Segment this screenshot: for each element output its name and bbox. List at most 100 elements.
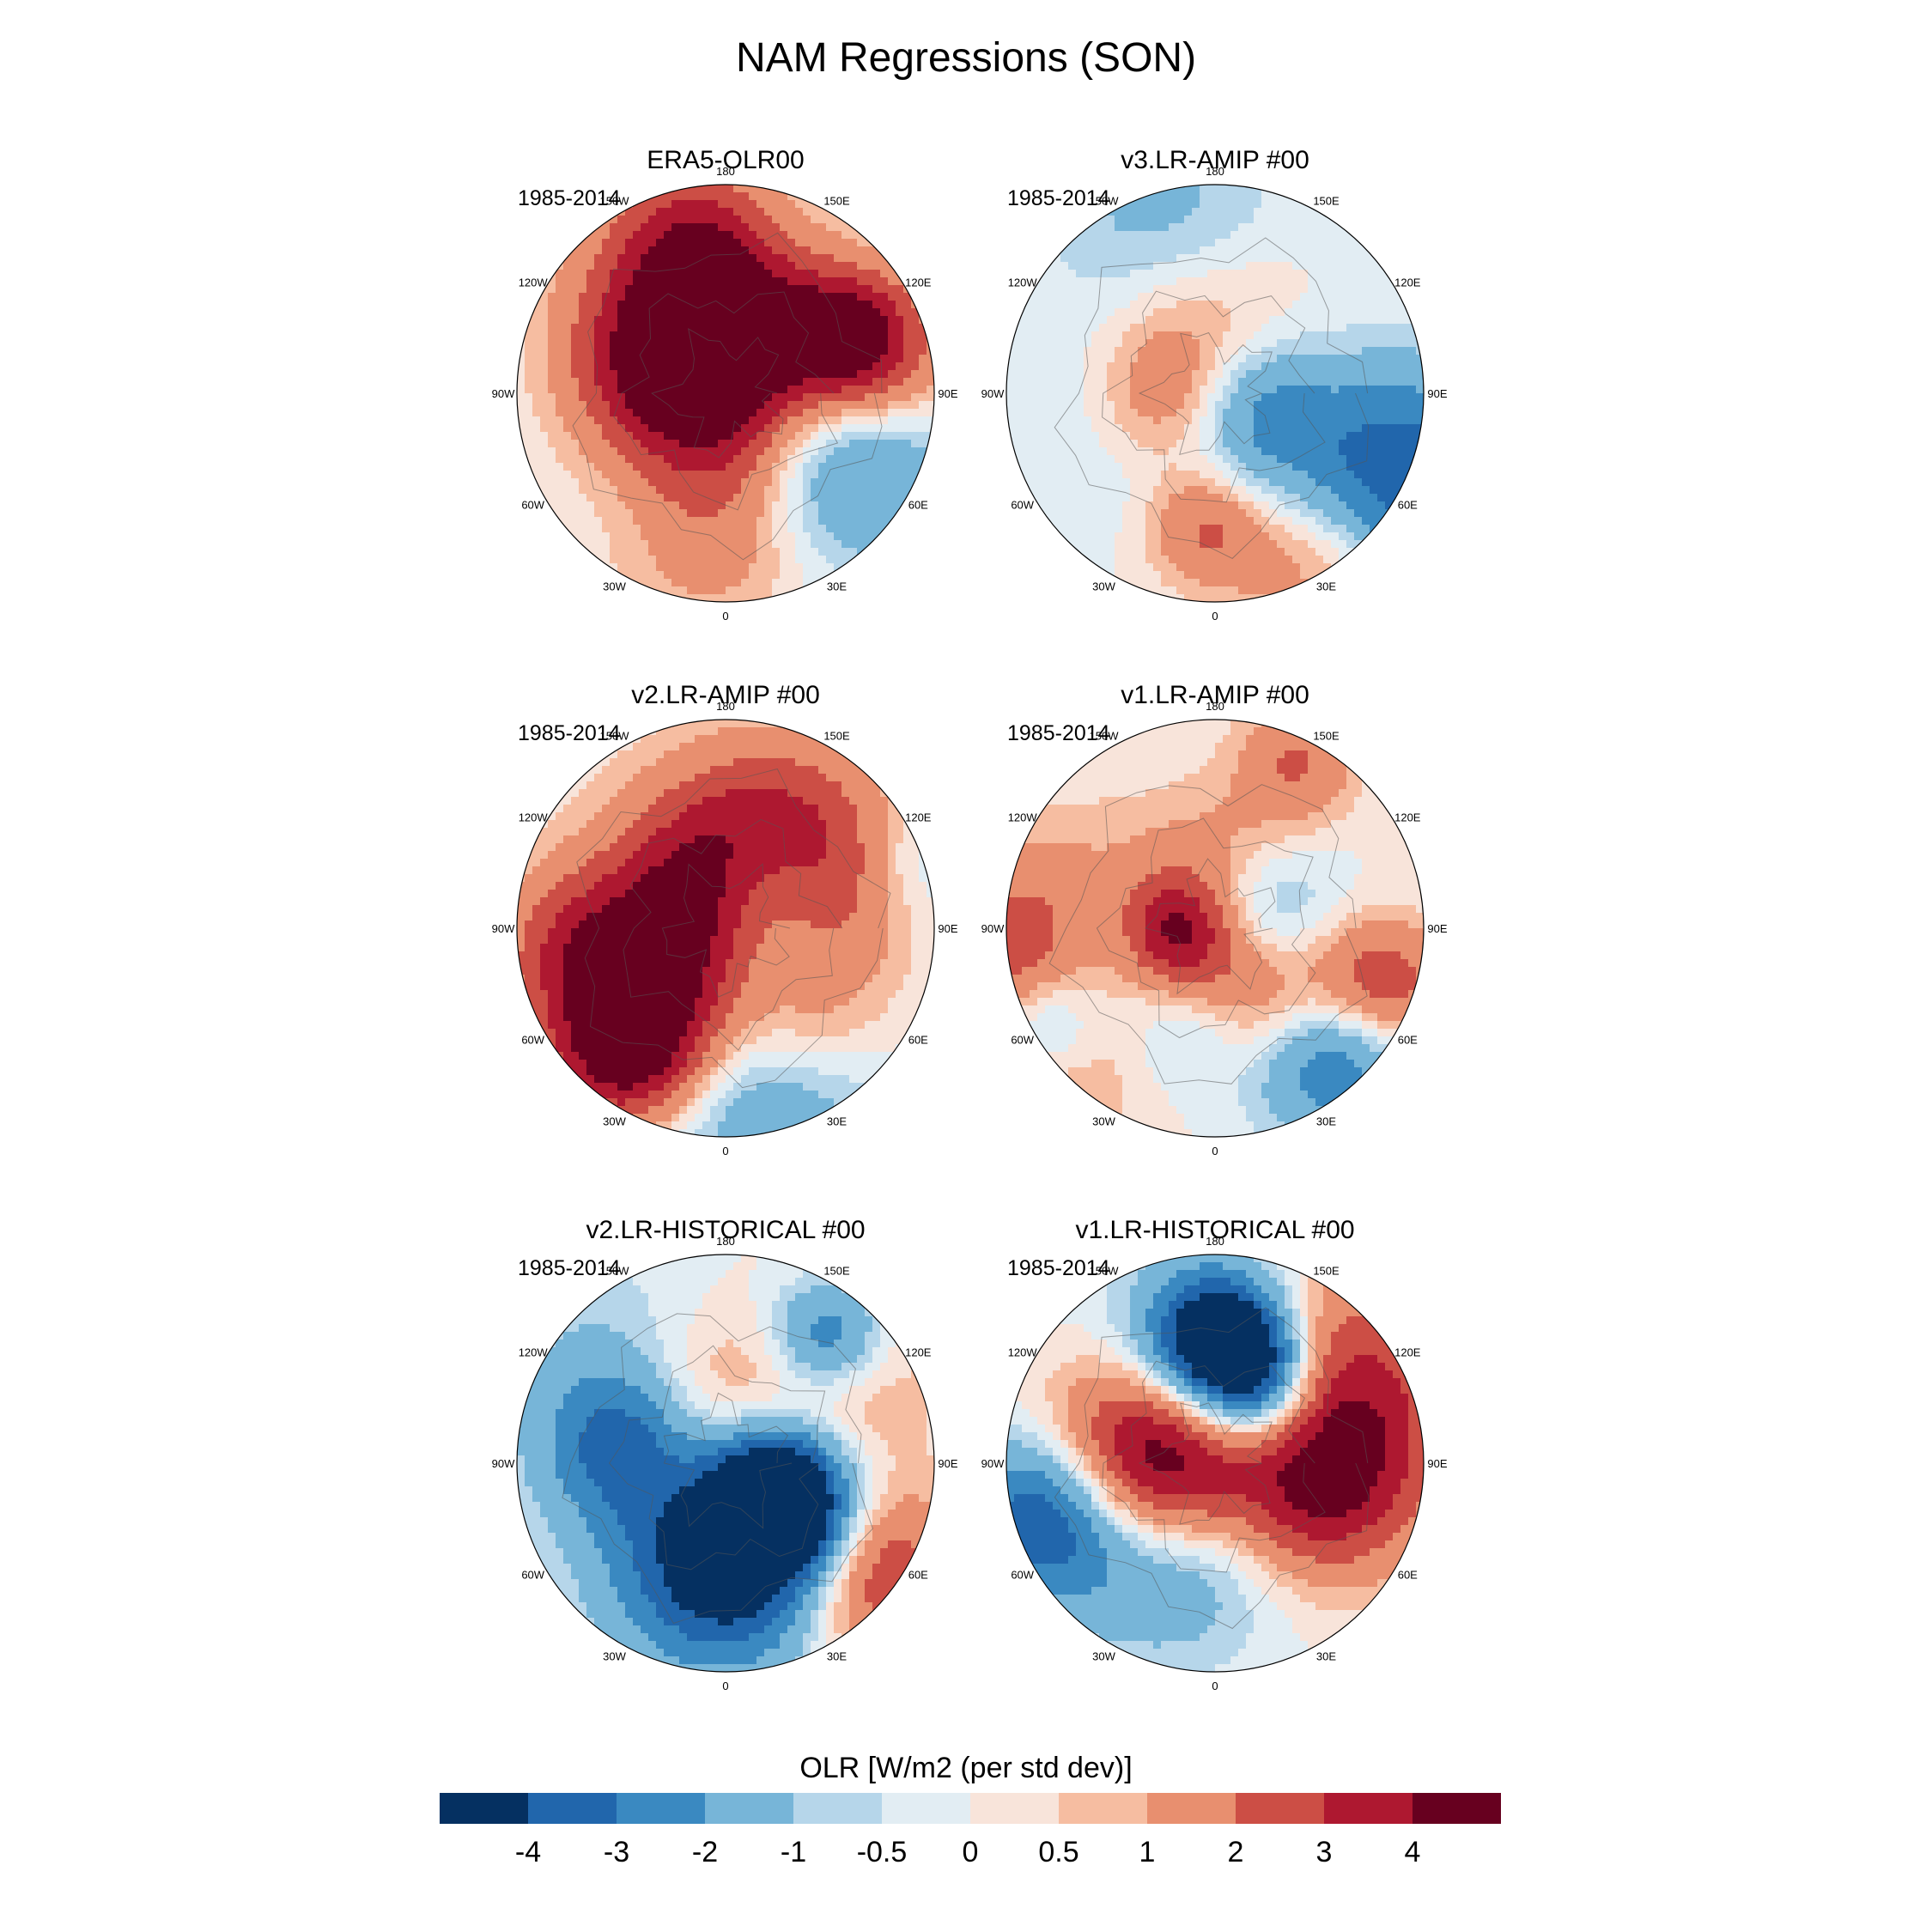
- longitude-label: 60W: [1011, 499, 1034, 512]
- longitude-label: 60W: [1011, 1034, 1034, 1047]
- longitude-label: 180: [1206, 165, 1224, 178]
- longitude-label: 30E: [827, 580, 847, 592]
- colorbar-tick-label: 1: [1139, 1836, 1156, 1868]
- coastline: [1054, 237, 1370, 560]
- longitude-label: 30W: [1092, 1115, 1115, 1127]
- longitude-label: 30E: [827, 1115, 847, 1127]
- colorbar: [440, 1793, 1501, 1824]
- colorbar-swatch: [705, 1793, 794, 1824]
- longitude-label: 90W: [981, 922, 1005, 935]
- longitude-label: 60E: [908, 1569, 928, 1582]
- figure-title: NAM Regressions (SON): [735, 35, 1197, 81]
- colorbar-tick-label: -1: [780, 1836, 807, 1868]
- longitude-label: 90E: [938, 387, 957, 400]
- longitude-label: 120E: [905, 1346, 932, 1359]
- longitude-label: 90E: [1427, 1457, 1447, 1470]
- longitude-label: 30E: [1316, 1115, 1336, 1127]
- longitude-label: 150W: [1090, 730, 1120, 743]
- longitude-label: 150W: [600, 730, 630, 743]
- map-boundary: [516, 719, 935, 1138]
- coastline: [572, 232, 883, 561]
- longitude-label: 120E: [1394, 1346, 1421, 1359]
- longitude-label: 30W: [1092, 580, 1115, 592]
- longitude-label: 60W: [521, 1569, 544, 1582]
- longitude-label: 90W: [492, 387, 515, 400]
- longitude-label: 90E: [938, 922, 957, 935]
- colorbar-swatch: [440, 1793, 529, 1824]
- polar-map: 180 150E 120E 90E 60E 30E 0 30W 60W 90W 120W 150W: [492, 165, 958, 623]
- map-boundary: [1005, 184, 1425, 603]
- polar-map: 180 150E 120E 90E 60E 30E 0 30W 60W 90W 120W 150W: [981, 1235, 1448, 1692]
- map-panel-era5: ERA5-OLR00 1985-2014 180 150E 120E 90E 60E 30…: [485, 142, 966, 623]
- longitude-label: 0: [722, 1680, 728, 1692]
- longitude-label: 150E: [1313, 195, 1340, 208]
- longitude-label: 180: [1206, 1235, 1224, 1248]
- polar-map: 180 150E 120E 90E 60E 30E 0 30W 60W 90W 120W 150W: [492, 700, 958, 1157]
- longitude-label: 180: [1206, 700, 1224, 713]
- longitude-label: 150W: [600, 195, 630, 208]
- colorbar-swatch: [1413, 1793, 1501, 1824]
- longitude-label: 0: [1212, 610, 1218, 623]
- colorbar-tick-label: 3: [1315, 1836, 1333, 1868]
- period-label: 1985-2014: [518, 186, 621, 210]
- map-panel-v2-historical: v2.LR-HISTORICAL #00 1985-2014 180 150E 12…: [485, 1212, 966, 1692]
- colorbar-tick-label: -3: [603, 1836, 630, 1868]
- longitude-label: 180: [716, 700, 735, 713]
- panel-title: v1.LR-HISTORICAL #00: [1075, 1216, 1355, 1244]
- polar-map: 180 150E 120E 90E 60E 30E 0 30W 60W 90W 120W 150W: [492, 1235, 958, 1692]
- polar-map: 180 150E 120E 90E 60E 30E 0 30W 60W 90W 120W 150W: [981, 700, 1448, 1157]
- colorbar-swatch: [528, 1793, 617, 1824]
- longitude-label: 150E: [823, 730, 850, 743]
- colorbar-swatch: [1324, 1793, 1413, 1824]
- longitude-label: 90W: [492, 922, 515, 935]
- panel-title: v3.LR-AMIP #00: [1121, 146, 1309, 174]
- longitude-label: 150W: [1090, 1265, 1120, 1278]
- colorbar-swatch: [793, 1793, 883, 1824]
- panel-title: ERA5-OLR00: [647, 146, 805, 174]
- map-boundary: [1005, 719, 1425, 1138]
- longitude-label: 150E: [1313, 730, 1340, 743]
- longitude-label: 120W: [519, 811, 549, 824]
- longitude-label: 120W: [1008, 1346, 1038, 1359]
- longitude-label: 0: [1212, 1145, 1218, 1157]
- colorbar-swatch: [1059, 1793, 1148, 1824]
- longitude-label: 0: [1212, 1680, 1218, 1692]
- longitude-label: 120E: [1394, 276, 1421, 289]
- longitude-label: 90W: [981, 387, 1005, 400]
- colorbar-tick-label: -2: [691, 1836, 719, 1868]
- map-boundary: [1005, 1254, 1425, 1673]
- period-label: 1985-2014: [1007, 1256, 1110, 1280]
- longitude-label: 150E: [1313, 1265, 1340, 1278]
- longitude-label: 120E: [1394, 811, 1421, 824]
- map-panel-v1-amip: v1.LR-AMIP #00 1985-2014 180 150E 120E 90E 6…: [975, 677, 1455, 1157]
- longitude-label: 60W: [521, 1034, 544, 1047]
- coastline: [1048, 784, 1368, 1084]
- colorbar-tick-label: -0.5: [856, 1836, 908, 1868]
- colorbar-tick-label: -4: [514, 1836, 542, 1868]
- colorbar-swatch: [617, 1793, 706, 1824]
- map-boundary: [516, 184, 935, 603]
- longitude-label: 120E: [905, 276, 932, 289]
- longitude-label: 30E: [1316, 1649, 1336, 1662]
- longitude-label: 60E: [1398, 499, 1418, 512]
- colorbar-swatch: [1147, 1793, 1236, 1824]
- colorbar-title: OLR [W/m2 (per std dev)]: [799, 1752, 1133, 1784]
- longitude-label: 0: [722, 610, 728, 623]
- longitude-label: 120W: [519, 276, 549, 289]
- longitude-label: 90E: [1427, 387, 1447, 400]
- colorbar-swatch: [882, 1793, 971, 1824]
- longitude-label: 150E: [823, 1265, 850, 1278]
- coastline: [1054, 1307, 1370, 1630]
- longitude-label: 90W: [492, 1457, 515, 1470]
- coastline: [562, 1313, 873, 1625]
- period-label: 1985-2014: [518, 721, 621, 745]
- panel-title: v1.LR-AMIP #00: [1121, 681, 1309, 709]
- coastline: [576, 768, 891, 1089]
- longitude-label: 90W: [981, 1457, 1005, 1470]
- longitude-label: 30W: [603, 580, 626, 592]
- colorbar-swatch: [1236, 1793, 1325, 1824]
- longitude-label: 30E: [1316, 580, 1336, 592]
- longitude-label: 90E: [938, 1457, 957, 1470]
- colorbar-swatch: [970, 1793, 1060, 1824]
- colorbar-tick-label: 0.5: [1038, 1836, 1079, 1868]
